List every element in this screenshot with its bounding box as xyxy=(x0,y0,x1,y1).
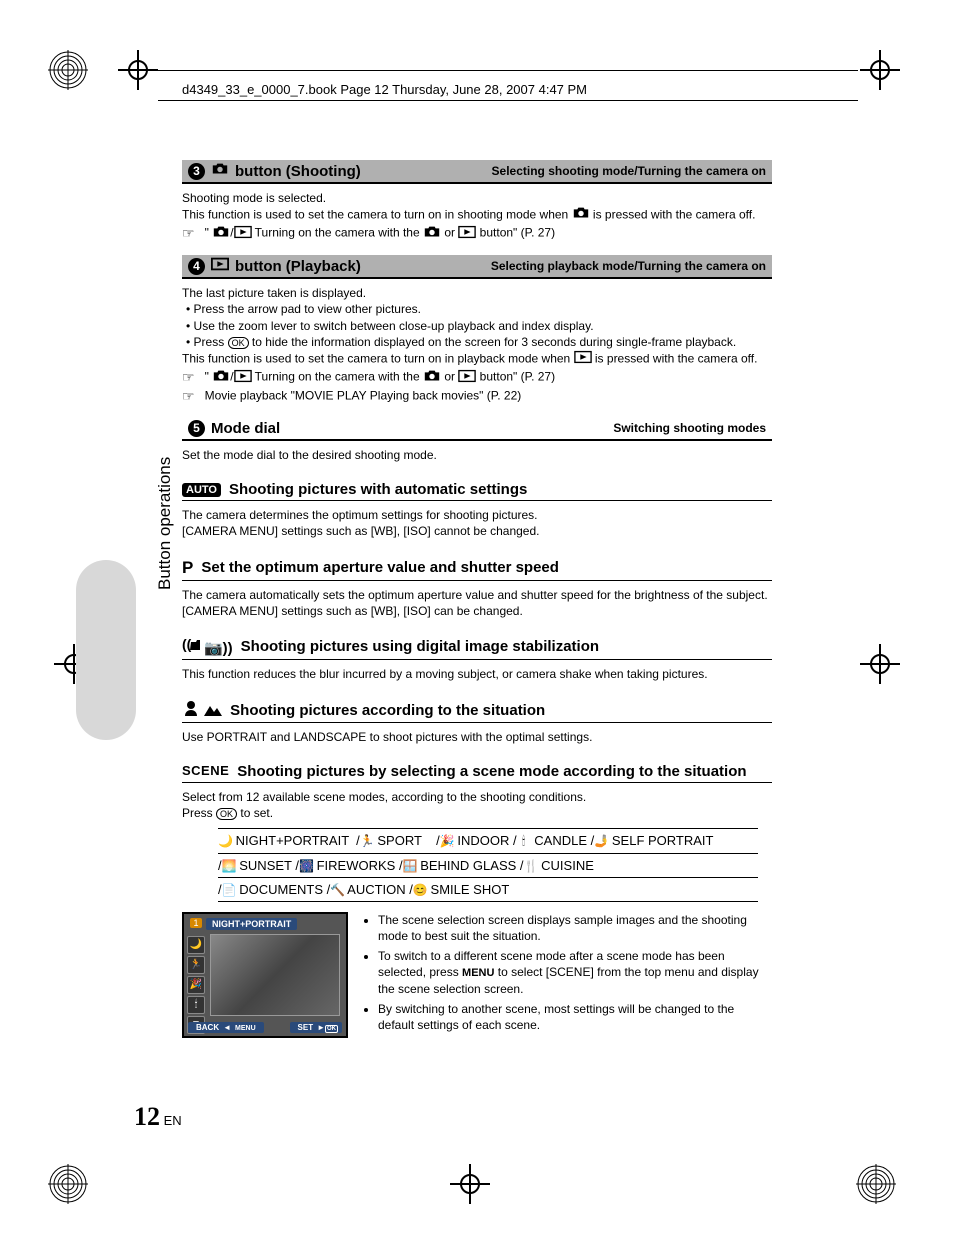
section-5-subtitle: Switching shooting modes xyxy=(613,421,766,435)
crosshair-tr xyxy=(860,50,900,90)
section-3-subtitle: Selecting shooting mode/Turning the came… xyxy=(492,164,766,178)
camera-icon-ref xyxy=(212,225,230,243)
side-tab-bg xyxy=(76,560,136,740)
scene-row-3: /📄 DOCUMENTS /🔨 AUCTION /😊 SMILE SHOT xyxy=(218,878,758,902)
section-3-body: Shooting mode is selected. This function… xyxy=(182,190,772,243)
auto-heading: AUTO Shooting pictures with automatic se… xyxy=(182,481,772,501)
scene-heading: SCENE Shooting pictures by selecting a s… xyxy=(182,763,772,783)
section-4-subtitle: Selecting playback mode/Turning the came… xyxy=(491,259,766,273)
auto-badge: AUTO xyxy=(182,483,221,497)
play-icon xyxy=(211,257,229,275)
s3-line1: Shooting mode is selected. xyxy=(182,190,772,206)
pointer-icon: ☞ xyxy=(182,224,195,243)
scene-side-icons: 🌙🏃🎉🕯▼ xyxy=(187,936,205,1034)
stab-icon: ((📷)) xyxy=(182,637,233,657)
scene-detail-row: 1 NIGHT+PORTRAIT 🌙🏃🎉🕯▼ BACK◄MENU SET►OK … xyxy=(182,912,772,1038)
section-5-num: 5 xyxy=(188,420,205,437)
crosshair-mr xyxy=(860,644,900,684)
section-4-bar: 4 button (Playback) Selecting playback m… xyxy=(182,255,772,279)
section-5-body: Set the mode dial to the desired shootin… xyxy=(182,447,772,463)
regmark-br xyxy=(856,1164,896,1204)
regmark-tl xyxy=(48,50,88,90)
crosshair-tl2 xyxy=(118,50,158,90)
portrait-landscape-icon xyxy=(182,700,222,720)
crosshair-bc xyxy=(450,1164,490,1204)
scene-preview-img xyxy=(210,934,340,1016)
section-4-body: The last picture taken is displayed. • P… xyxy=(182,285,772,406)
scene-row-2: /🌅 SUNSET /🎆 FIREWORKS /🪟 BEHIND GLASS /… xyxy=(218,854,758,878)
play-icon-ref xyxy=(234,225,252,243)
header-line-bottom xyxy=(158,100,858,101)
scene-notes: The scene selection screen displays samp… xyxy=(362,912,772,1038)
side-tab-label: Button operations xyxy=(155,457,175,590)
camera-icon xyxy=(211,162,229,180)
regmark-bl xyxy=(48,1164,88,1204)
section-5-bar: 5 Mode dial Switching shooting modes xyxy=(182,418,772,441)
scene-badge: SCENE xyxy=(182,763,229,778)
section-4-num: 4 xyxy=(188,258,205,275)
scene-row-1: 🌙 NIGHT+PORTRAIT /🏃 SPORT /🎉 INDOOR /🕯 C… xyxy=(218,828,758,854)
section-4-title: button (Playback) xyxy=(235,258,361,275)
scene-screen: 1 NIGHT+PORTRAIT 🌙🏃🎉🕯▼ BACK◄MENU SET►OK xyxy=(182,912,348,1038)
header-line-top xyxy=(158,70,858,71)
section-3-num: 3 xyxy=(188,163,205,180)
ok-icon: OK xyxy=(228,337,249,349)
scene-table: 🌙 NIGHT+PORTRAIT /🏃 SPORT /🎉 INDOOR /🕯 C… xyxy=(218,828,758,902)
situation-heading: Shooting pictures according to the situa… xyxy=(182,700,772,723)
stab-heading: ((📷)) Shooting pictures using digital im… xyxy=(182,637,772,660)
camera-icon-inline xyxy=(572,206,590,224)
header-filename: d4349_33_e_0000_7.book Page 12 Thursday,… xyxy=(182,82,587,97)
section-3-title: button (Shooting) xyxy=(235,163,361,180)
section-5-title: Mode dial xyxy=(211,420,280,437)
p-badge: P xyxy=(182,558,193,578)
section-3-bar: 3 button (Shooting) Selecting shooting m… xyxy=(182,160,772,184)
page-content: 3 button (Shooting) Selecting shooting m… xyxy=(182,160,772,1038)
page-number: 12 EN xyxy=(134,1102,182,1132)
p-heading: P Set the optimum aperture value and shu… xyxy=(182,558,772,581)
